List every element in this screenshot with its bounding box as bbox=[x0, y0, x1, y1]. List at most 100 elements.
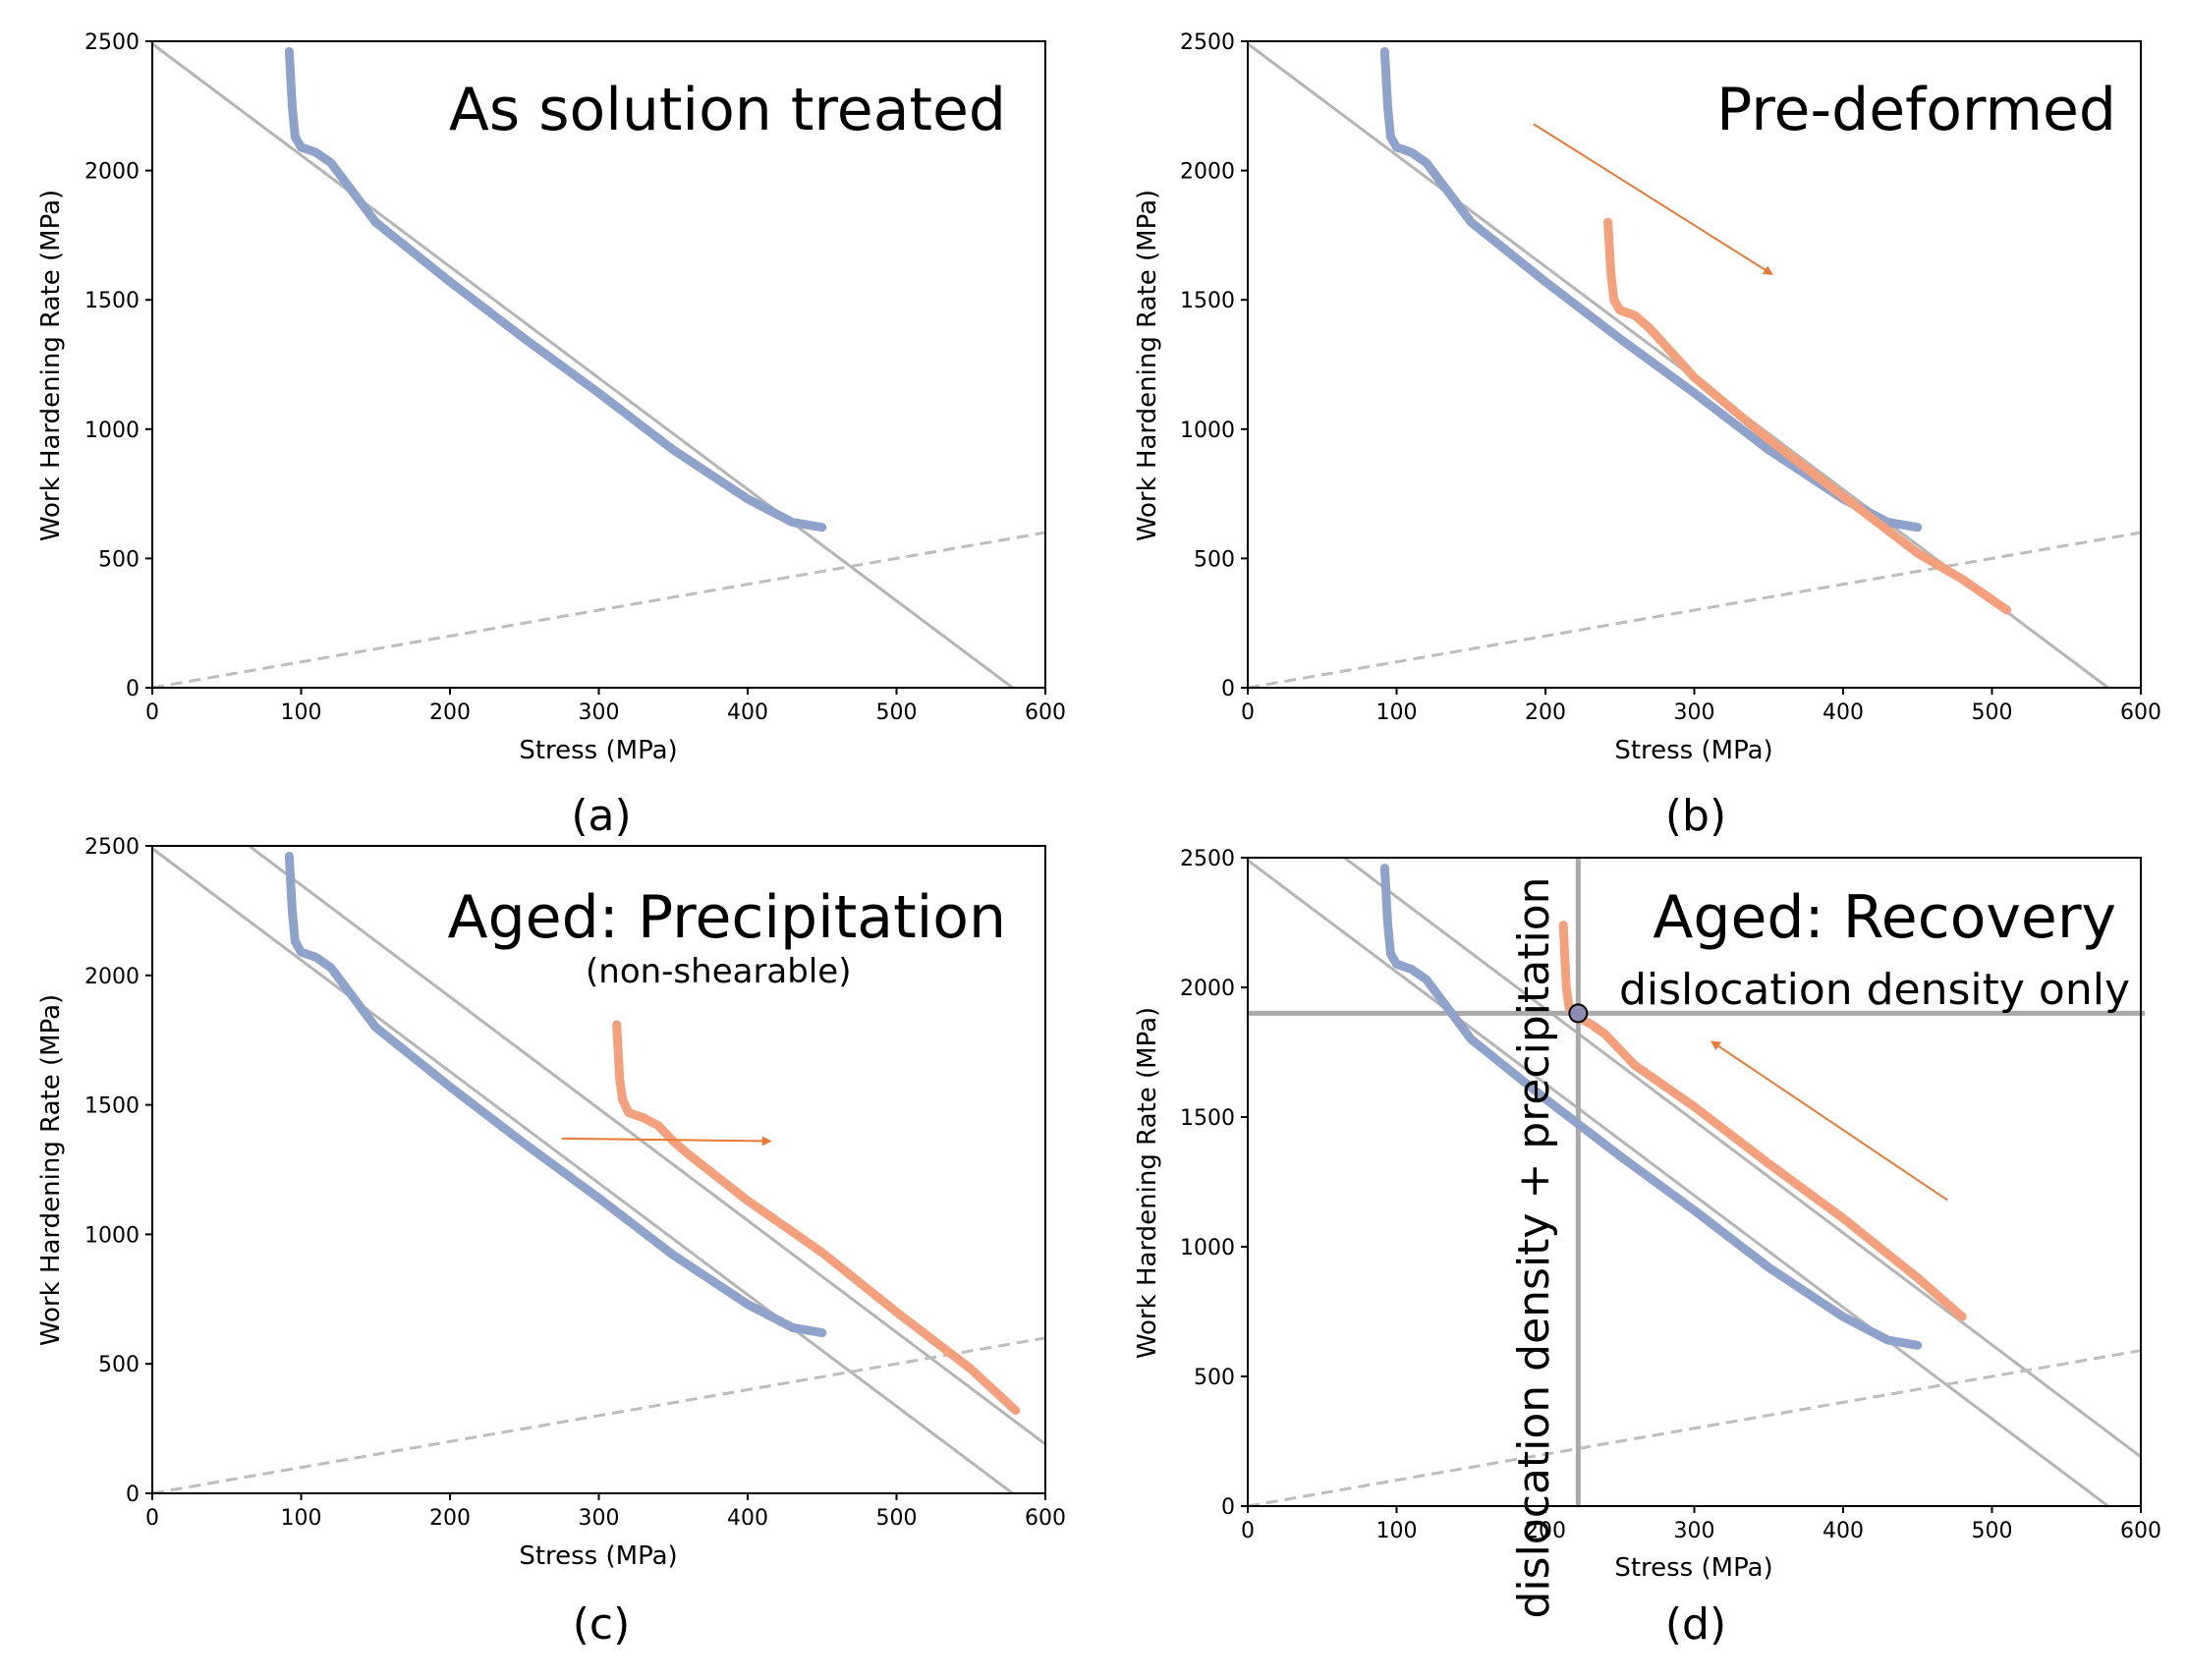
x-tick-label: 200 bbox=[1525, 700, 1566, 725]
panel-subtitle: (non-shearable) bbox=[586, 952, 851, 991]
y-tick-label: 2000 bbox=[84, 965, 140, 989]
reference-fit-line bbox=[151, 42, 1014, 690]
y-tick-label: 0 bbox=[126, 1483, 140, 1507]
x-tick-label: 400 bbox=[727, 700, 768, 725]
y-tick-label: 500 bbox=[98, 1353, 140, 1377]
panel-b: 0 100 200 300 400 500 60005001000150020002500 … bbox=[1133, 30, 2161, 841]
x-tick-label: 300 bbox=[1674, 1519, 1715, 1543]
series-line-solution-treated bbox=[1379, 864, 1923, 1350]
y-tick-label: 0 bbox=[1221, 1495, 1235, 1520]
dashed-reference-line bbox=[1247, 531, 2142, 690]
x-tick-label: 400 bbox=[1822, 1519, 1864, 1543]
x-axis-label: Stress (MPa) bbox=[519, 1541, 677, 1571]
x-tick-label: 200 bbox=[429, 1506, 471, 1531]
x-tick-label: 100 bbox=[281, 700, 322, 725]
trend-arrow bbox=[1533, 123, 1773, 275]
x-tick-label: 100 bbox=[281, 1506, 322, 1531]
x-tick-label: 600 bbox=[2120, 700, 2161, 725]
x-tick-label: 0 bbox=[1241, 1519, 1255, 1543]
x-tick-label: 0 bbox=[1241, 700, 1255, 725]
y-tick-label: 1500 bbox=[1180, 1106, 1235, 1131]
x-tick-label: 200 bbox=[429, 700, 471, 725]
x-tick-label: 600 bbox=[1025, 1506, 1066, 1531]
y-tick-label: 1000 bbox=[84, 1223, 140, 1248]
intersection-marker bbox=[1568, 1003, 1589, 1024]
panel-label: (a) bbox=[571, 791, 631, 841]
reference-fit-line bbox=[1247, 859, 2109, 1508]
x-axis-label: Stress (MPa) bbox=[1614, 1553, 1772, 1583]
y-tick-label: 2500 bbox=[1180, 30, 1235, 55]
x-tick-label: 100 bbox=[1376, 1519, 1418, 1543]
panel-title: Aged: Precipitation bbox=[448, 883, 1006, 952]
y-tick-label: 2500 bbox=[84, 835, 140, 860]
x-tick-label: 500 bbox=[1972, 700, 2013, 725]
panel-title: Aged: Recovery bbox=[1653, 883, 2116, 952]
x-tick-label: 100 bbox=[1376, 700, 1418, 725]
panel-a: 0 100 200 300 400 500 60005001000150020002500 … bbox=[36, 30, 1066, 841]
panel-label: (c) bbox=[573, 1599, 631, 1650]
x-tick-label: 400 bbox=[1822, 700, 1864, 725]
y-axis-label: Work Hardening Rate (MPa) bbox=[1133, 1007, 1162, 1359]
trend-arrow bbox=[561, 1136, 772, 1147]
series-line-solution-treated bbox=[284, 47, 827, 532]
plot-area: 0 100 200 300 400 500 600 0 500 1000 1500 2000 2500 bbox=[84, 30, 1066, 725]
y-tick-label: 0 bbox=[126, 677, 140, 701]
x-tick-label: 300 bbox=[579, 1506, 620, 1531]
series-line-pre-deformed bbox=[1603, 217, 2012, 615]
y-tick-label: 1000 bbox=[1180, 1236, 1235, 1260]
y-axis-label: Work Hardening Rate (MPa) bbox=[36, 190, 66, 541]
trend-arrow bbox=[1710, 1040, 1948, 1202]
reference-fit-line bbox=[151, 847, 1014, 1495]
y-tick-label: 0 bbox=[1221, 677, 1235, 701]
y-tick-label: 500 bbox=[98, 547, 140, 572]
x-tick-label: 500 bbox=[876, 700, 918, 725]
panel-title: As solution treated bbox=[449, 76, 1006, 144]
y-tick-label: 2500 bbox=[1180, 847, 1235, 871]
panel-title: Pre-deformed bbox=[1716, 76, 2116, 144]
panel-label: (d) bbox=[1665, 1599, 1726, 1650]
x-tick-label: 600 bbox=[1025, 700, 1066, 725]
y-tick-label: 1500 bbox=[84, 289, 140, 313]
x-tick-label: 0 bbox=[145, 700, 159, 725]
x-tick-label: 500 bbox=[876, 1506, 918, 1531]
panel-c: 0 100 200 300 400 500 60005001000150020002500 … bbox=[36, 835, 1066, 1650]
x-tick-label: 0 bbox=[145, 1506, 159, 1531]
y-tick-label: 1000 bbox=[1180, 419, 1235, 443]
y-tick-label: 1000 bbox=[84, 419, 140, 443]
plot-area: 0 100 200 300 400 500 600 0 500 1000 1500 2000 2500 bbox=[1180, 847, 2161, 1543]
x-axis-label: Stress (MPa) bbox=[519, 736, 677, 765]
y-tick-label: 1500 bbox=[84, 1094, 140, 1119]
panel-label: (b) bbox=[1665, 791, 1726, 841]
panel-d: 0 100 200 300 400 500 60005001000150020002500 … bbox=[1133, 847, 2161, 1650]
series-line-aged-precipitation bbox=[612, 1020, 1021, 1416]
x-tick-label: 500 bbox=[1972, 1519, 2013, 1543]
y-tick-label: 1500 bbox=[1180, 289, 1235, 313]
x-tick-label: 200 bbox=[1525, 1519, 1566, 1543]
x-tick-label: 400 bbox=[727, 1506, 768, 1531]
reference-fit-line bbox=[1343, 856, 2142, 1459]
x-tick-label: 300 bbox=[579, 700, 620, 725]
series-line-aged-recovery bbox=[1558, 921, 1967, 1321]
x-tick-label: 600 bbox=[2120, 1519, 2161, 1543]
x-axis-label: Stress (MPa) bbox=[1614, 736, 1772, 765]
y-axis-label: Work Hardening Rate (MPa) bbox=[1133, 190, 1162, 541]
y-tick-label: 2500 bbox=[84, 30, 140, 55]
y-tick-label: 2000 bbox=[1180, 977, 1235, 1001]
y-tick-label: 2000 bbox=[1180, 160, 1235, 185]
panel-subtitle: dislocation density only bbox=[1619, 965, 2130, 1015]
reference-fit-line bbox=[248, 844, 1046, 1446]
plot-area: 0 100 200 300 400 500 600 0 500 1000 1500 2000 2500 bbox=[84, 835, 1066, 1531]
x-tick-label: 300 bbox=[1674, 700, 1715, 725]
dashed-reference-line bbox=[151, 1336, 1046, 1495]
dashed-reference-line bbox=[1247, 1349, 2142, 1508]
y-tick-label: 2000 bbox=[84, 160, 140, 185]
plot-area: 0 100 200 300 400 500 600 0 500 1000 1500 2000 2500 bbox=[1180, 30, 2161, 725]
y-tick-label: 500 bbox=[1194, 547, 1235, 572]
series-line-solution-treated bbox=[284, 852, 827, 1338]
vertical-annotation: dislocation density + precipitation bbox=[1509, 876, 1559, 1618]
y-tick-label: 500 bbox=[1194, 1366, 1235, 1390]
axes-frame bbox=[1247, 857, 2142, 1507]
dashed-reference-line bbox=[151, 531, 1046, 690]
y-axis-label: Work Hardening Rate (MPa) bbox=[36, 994, 66, 1346]
